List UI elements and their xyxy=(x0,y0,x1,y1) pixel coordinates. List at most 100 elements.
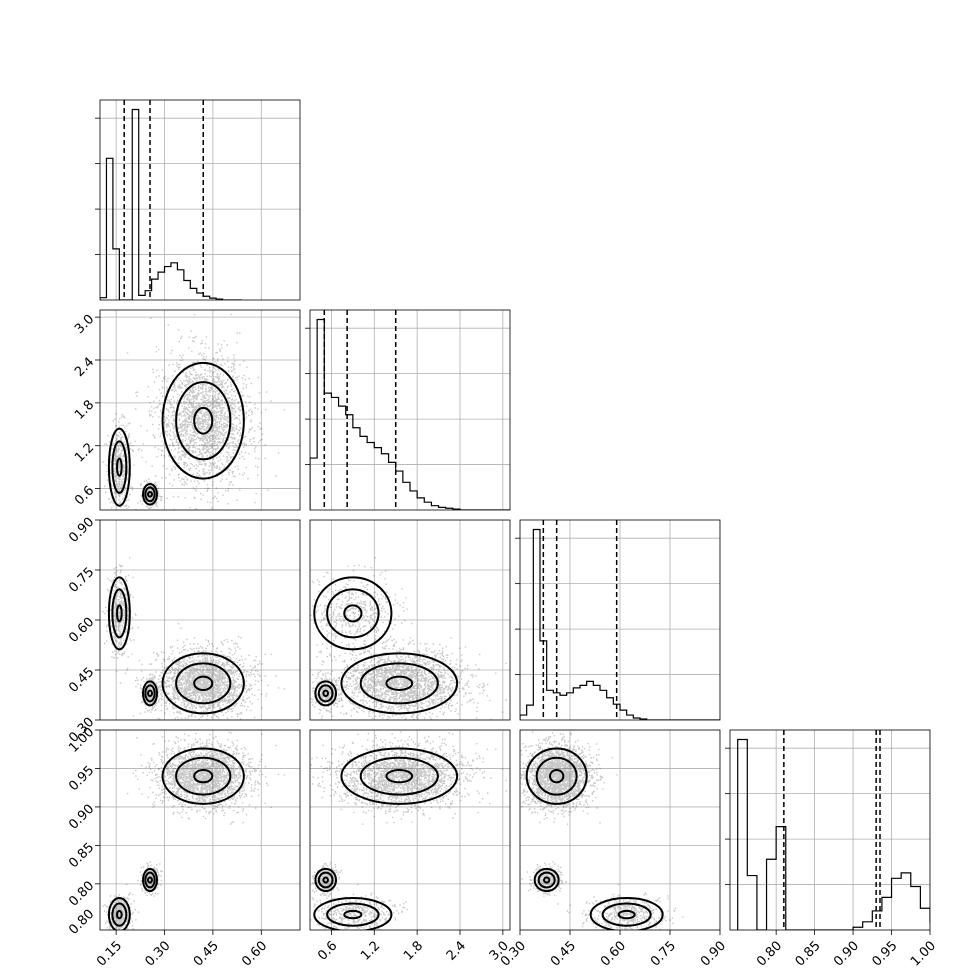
contour-0-0 xyxy=(313,576,393,651)
contour-0-1 xyxy=(326,902,380,927)
contour-1-0 xyxy=(314,680,338,707)
contour-2-1 xyxy=(535,756,578,796)
contour-0-0 xyxy=(589,897,664,930)
y-tick-label: 0.80 xyxy=(66,879,97,910)
panel-frame xyxy=(309,309,511,511)
contour-2-0 xyxy=(161,361,245,480)
contour-2-0 xyxy=(161,652,245,715)
contour-1-0 xyxy=(142,867,158,893)
y-tick-label: 0.45 xyxy=(66,665,97,696)
panel-3-1: 0.6 1.2 1.8 2.4 3.0 xyxy=(309,729,512,964)
contour-1-core xyxy=(322,689,330,697)
contour-2-1 xyxy=(175,756,232,796)
y-tick-label: 1.8 xyxy=(72,398,97,423)
panel-frame xyxy=(99,729,301,931)
contour-2-0 xyxy=(340,652,459,715)
y-tick-label: 0.90 xyxy=(66,802,97,833)
panel-0-0 xyxy=(95,99,301,301)
contour-1-0 xyxy=(142,680,158,707)
contour-2-0 xyxy=(525,747,588,805)
y-tick-label: 0.60 xyxy=(66,615,97,646)
contour-1-0 xyxy=(533,867,560,893)
scatter-points xyxy=(102,557,300,720)
x-tick-label: 0.45 xyxy=(191,938,222,969)
contour-1-1 xyxy=(537,871,556,889)
contour-2-core xyxy=(385,675,414,691)
panel-frame xyxy=(309,729,511,931)
contour-0-1 xyxy=(326,588,380,639)
panel-2-1 xyxy=(309,519,511,721)
contour-2-1 xyxy=(175,381,232,461)
y-tick-label: 0.75 xyxy=(66,565,97,596)
y-tick-label: 0.90 xyxy=(66,515,97,546)
y-tick-label: 1.2 xyxy=(72,440,97,465)
contour-0-1 xyxy=(111,588,128,639)
panel-2-2 xyxy=(515,519,721,721)
panel-1-0: 0.6 1.2 1.8 2.4 3.0 xyxy=(72,309,301,511)
contour-0-core xyxy=(116,909,123,920)
panel-3-2: 0.30 0.45 0.60 0.75 0.90 xyxy=(498,729,729,970)
y-tick-label: 3.0 xyxy=(72,312,97,337)
contour-2-core xyxy=(193,406,214,435)
histogram-2 xyxy=(520,528,720,720)
contour-0-1 xyxy=(111,902,128,927)
panel-frame xyxy=(519,519,721,721)
x-tick-label: 1.2 xyxy=(358,938,383,963)
x-tick-label: 1.00 xyxy=(908,938,939,969)
contour-0-1 xyxy=(111,440,128,494)
contour-1-1 xyxy=(144,684,156,703)
contour-1-core xyxy=(147,491,153,498)
contour-1-1 xyxy=(317,871,334,889)
histogram-3 xyxy=(737,738,930,930)
scatter-points xyxy=(310,557,507,720)
contour-0-1 xyxy=(601,902,652,927)
x-tick-label: 1.8 xyxy=(401,938,426,963)
x-tick-label: 0.75 xyxy=(648,938,679,969)
x-tick-label: 0.15 xyxy=(94,938,125,969)
scatter-points xyxy=(102,731,300,930)
panel-frame xyxy=(309,519,511,721)
y-tick-label: 0.80 xyxy=(66,907,97,938)
contour-2-core xyxy=(549,769,565,784)
x-tick-label: 0.95 xyxy=(870,938,901,969)
panel-3-3: 0.80 0.85 0.90 0.95 1.00 xyxy=(725,729,939,970)
contour-2-core xyxy=(193,675,214,691)
scatter-points xyxy=(310,731,507,930)
contour-1-1 xyxy=(144,871,156,889)
contour-0-core xyxy=(343,909,363,920)
x-tick-label: 2.4 xyxy=(444,938,469,963)
contour-1-0 xyxy=(314,867,338,893)
y-tick-label: 2.4 xyxy=(72,355,97,380)
contour-2-1 xyxy=(359,662,439,705)
contour-0-core xyxy=(343,604,363,623)
contour-2-1 xyxy=(175,662,232,705)
y-tick-label: 0.6 xyxy=(72,483,97,508)
contour-1-0 xyxy=(142,483,158,506)
contour-1-core xyxy=(543,876,551,884)
panel-frame xyxy=(99,99,301,301)
contour-1-core xyxy=(147,689,153,697)
contour-0-core xyxy=(617,909,636,920)
contour-2-core xyxy=(193,769,214,784)
y-tick-label: 0.95 xyxy=(66,763,97,794)
x-tick-label: 0.60 xyxy=(239,938,270,969)
x-tick-label: 0.6 xyxy=(315,938,340,963)
contour-2-1 xyxy=(359,756,439,796)
x-tick-label: 0.45 xyxy=(548,938,579,969)
panel-frame xyxy=(729,729,931,931)
histogram-1 xyxy=(310,318,510,510)
contour-0-0 xyxy=(107,427,131,507)
x-tick-label: 0.90 xyxy=(698,938,729,969)
x-tick-label: 0.80 xyxy=(754,938,785,969)
contour-2-0 xyxy=(340,747,459,805)
contour-0-core xyxy=(116,457,123,477)
contour-0-core xyxy=(116,604,123,623)
contour-0-0 xyxy=(107,897,131,930)
contour-2-0 xyxy=(161,747,245,805)
scatter-points xyxy=(102,313,300,510)
x-tick-label: 0.90 xyxy=(831,938,862,969)
contour-1-core xyxy=(322,876,330,884)
panel-1-1 xyxy=(305,309,511,511)
contour-2-core xyxy=(385,769,414,784)
